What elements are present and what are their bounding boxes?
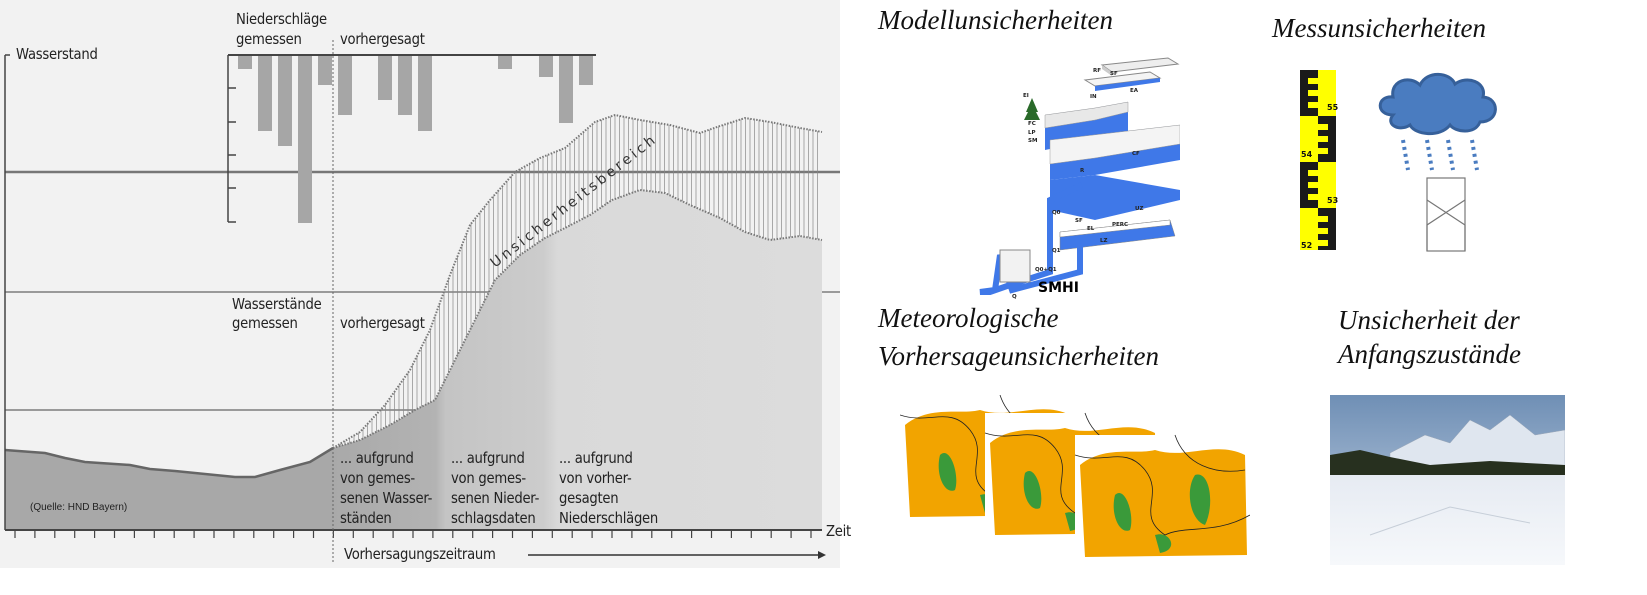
meteo-title-line2: Vorhersageunsicherheiten [878,341,1159,371]
source-note: (Quelle: HND Bayern) [30,502,128,513]
precip-bar [418,56,432,131]
precip-forecast-label: vorhergesagt [340,30,425,48]
staff-gauge-image: 55 54 53 52 [1300,70,1339,250]
time-axis [5,529,822,538]
model-label: EA [1130,88,1139,94]
level-measured-label: gemessen [232,314,298,332]
zone1-line: von gemes- [340,469,415,487]
hbv-model-image: SF RF EI IN EA FC LP SM CF R UZ Q0 SF EL… [979,57,1180,300]
model-label: Q0+Q1 [1035,267,1057,273]
y-axis [4,54,10,530]
snow-landscape-photo [1330,395,1565,565]
gauge-mark: 53 [1327,196,1338,205]
uncertainty-hatching [335,115,818,448]
model-label: SM [1028,138,1037,144]
model-label: Q1 [1052,248,1061,254]
precip-bar [258,56,272,131]
precip-bar [278,56,292,146]
precip-bar [318,56,332,85]
precip-bar [298,56,312,223]
zone2-line: von gemes- [451,469,526,487]
model-label: EL [1087,226,1095,232]
gauge-mark: 52 [1301,241,1312,250]
arrow-head-icon [818,551,826,559]
measured-water-level-area [5,448,333,530]
zone3-line: ... aufgrund [559,449,633,467]
model-label: FC [1028,121,1036,127]
model-label: PERC [1112,222,1128,228]
model-label: EI [1023,93,1029,99]
precip-bar [579,56,593,85]
precip-bar [398,56,412,115]
level-forecast-label: vorhergesagt [340,314,425,332]
precip-bar [238,56,252,69]
gauge-mark: 54 [1301,150,1313,159]
forecast-maps-image [900,395,1250,560]
zone1-line: senen Wasser- [340,489,433,507]
zone3-line: von vorher- [559,469,632,487]
model-label: SF [1075,218,1083,224]
precip-bar [559,56,573,123]
precip-bar [338,56,352,115]
zone1-line: ... aufgrund [340,449,414,467]
model-label: LP [1028,130,1036,136]
precip-bar [539,56,553,77]
model-label: CF [1132,151,1140,157]
precip-bar [498,56,512,69]
uncertainty-upper-bound [332,113,823,449]
initial-title-line2: Anfangszustände [1338,339,1522,369]
precipitation-chart [227,54,596,223]
model-label: RF [1093,68,1101,74]
zone2-line: ... aufgrund [451,449,525,467]
meteo-title-line1: Meteorologische [878,303,1059,333]
forecast-map [1074,434,1250,560]
precip-title: Niederschläge [236,10,327,28]
model-label: R [1080,168,1085,174]
level-title: Wasserstände [232,295,322,313]
diagram-graphics: Unsicherheitsbereich [4,40,840,562]
cloud-icon [1378,72,1497,136]
model-label: UZ [1135,206,1143,212]
measured-water-level-line [4,446,334,479]
model-label: LZ [1100,238,1108,244]
smhi-logo: SMHI [1038,280,1079,296]
zone2-line: senen Nieder- [451,489,540,507]
zone3-line: Niederschlägen [559,509,659,527]
x-axis-label: Zeit [826,522,851,540]
precip-measured-label: gemessen [236,30,302,48]
measurement-title: Messunsicherheiten [1272,13,1486,43]
forecast-uncertainty-diagram: Unsicherheitsbereich Wasserstand Nieders… [0,0,851,568]
gauge-mark: 55 [1327,103,1339,112]
model-label: IN [1090,94,1097,100]
zone3-text: ... aufgrund von vorher-gesagten Niedersch… [559,448,658,528]
zone3-line: gesagten [559,489,619,507]
zone2-line: schlagsdaten [451,509,536,527]
model-label: SF [1110,71,1118,77]
model-title: Modellunsicherheiten [878,5,1113,35]
zone2-text: ... aufgrund von gemes-senen Nieder-schla… [451,448,539,528]
model-label: Q [1012,294,1017,300]
rain-gauge-icon [1426,177,1466,252]
forecast-period-label: Vorhersagungszeitraum [344,545,496,563]
zone1-text: ... aufgrund von gemes-senen Wasser-ständ… [340,448,432,528]
forecast-water-level-area [333,190,822,530]
initial-title-line1: Unsicherheit der [1338,305,1520,335]
zone1-line: ständen [340,509,392,527]
model-label: Q0 [1052,210,1061,216]
precip-bar [378,56,392,100]
y-axis-label: Wasserstand [16,45,98,63]
rain-cloud-and-gauge-image [1378,72,1497,252]
